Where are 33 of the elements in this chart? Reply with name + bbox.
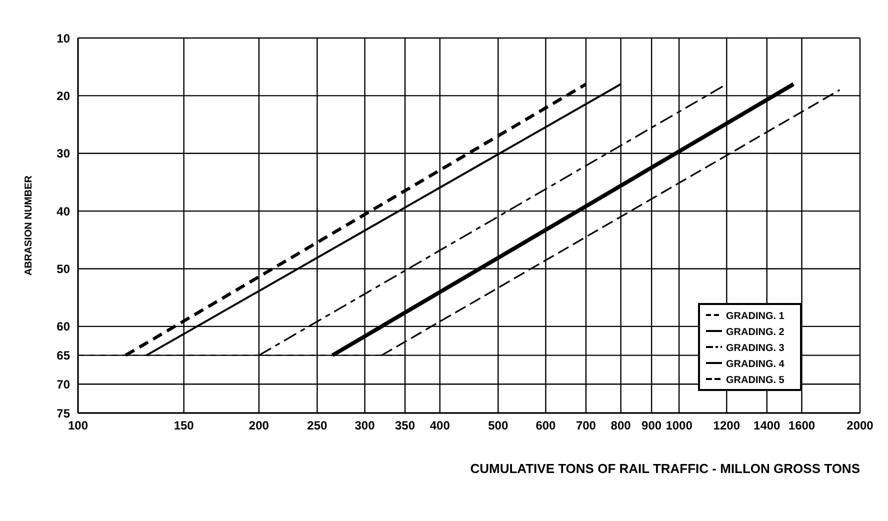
x-tick-label: 900 (642, 418, 662, 433)
y-tick-label: 70 (56, 377, 70, 392)
y-tick-label: 40 (56, 204, 70, 218)
x-tick-label: 400 (430, 418, 450, 433)
y-tick-label: 75 (56, 406, 70, 420)
x-tick-label: 350 (395, 418, 416, 433)
x-tick-label: 1000 (666, 418, 693, 433)
legend-label: GRADING. 2 (726, 327, 784, 338)
y-tick-label: 50 (56, 262, 70, 276)
y-tick-label: 10 (56, 31, 70, 46)
legend-label: GRADING. 1 (726, 311, 784, 322)
legend-label: GRADING. 5 (726, 375, 784, 386)
x-tick-label: 800 (610, 418, 632, 433)
x-axis-title: CUMULATIVE TONS OF RAIL TRAFFIC - MILLON GROSS TONS (470, 461, 860, 476)
x-tick-label: 1400 (754, 418, 781, 433)
x-tick-label: 100 (68, 418, 88, 433)
x-tick-label: 200 (248, 418, 270, 433)
x-tick-label: 1600 (788, 418, 816, 433)
x-tick-label: 600 (536, 418, 556, 433)
x-tick-label: 150 (174, 418, 194, 433)
y-axis-title: ABRASION NUMBER (24, 174, 35, 276)
x-tick-label: 300 (354, 418, 376, 433)
x-tick-label: 2000 (846, 418, 874, 433)
y-tick-label: 30 (56, 146, 70, 161)
y-tick-label: 20 (56, 88, 70, 103)
y-tick-label: 60 (56, 320, 70, 334)
legend-label: GRADING. 3 (726, 343, 784, 354)
x-tick-label: 700 (576, 418, 596, 433)
y-tick-label: 65 (56, 348, 70, 363)
legend-label: GRADING. 4 (726, 359, 784, 370)
x-tick-label: 250 (307, 418, 328, 433)
x-tick-label: 1200 (713, 418, 740, 433)
x-tick-label: 500 (488, 418, 508, 433)
